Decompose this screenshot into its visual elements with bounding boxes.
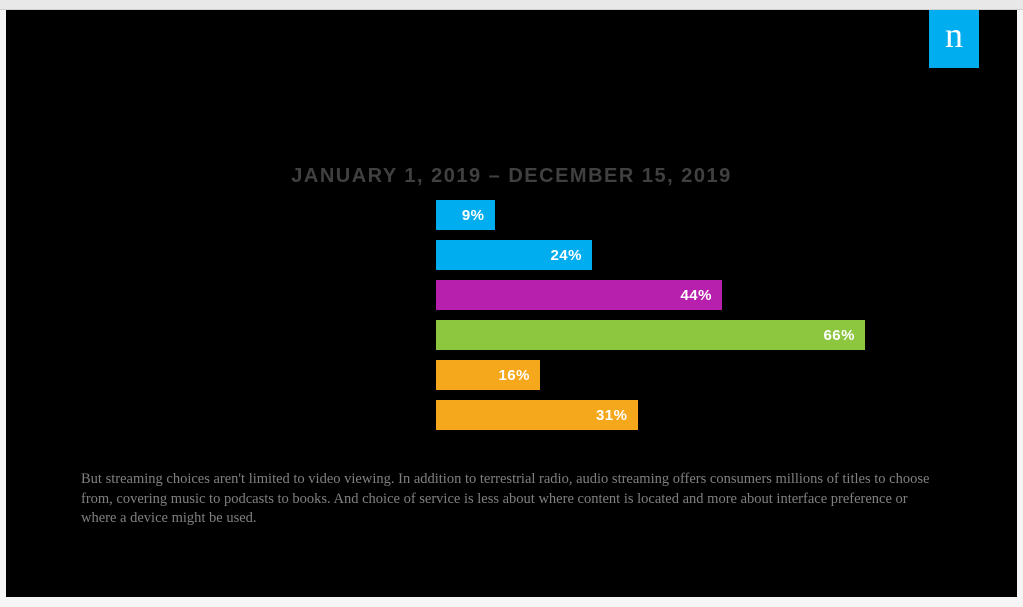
- bar-row: 9%: [436, 200, 917, 230]
- bar-row: 44%: [436, 280, 917, 310]
- bar-value-label: 31%: [596, 407, 628, 424]
- bar-row: 66%: [436, 320, 917, 350]
- brand-logo: n: [929, 10, 979, 68]
- bar: 31%: [436, 400, 638, 430]
- bar: 44%: [436, 280, 722, 310]
- bar-row: 16%: [436, 360, 917, 390]
- caption-text: But streaming choices aren't limited to …: [81, 470, 942, 529]
- bars-container: 9% 24% 44% 66% 16% 31%: [436, 200, 917, 440]
- chart-area: n JANUARY 1, 2019 – DECEMBER 15, 2019 9%…: [6, 10, 1017, 597]
- bar: 9%: [436, 200, 495, 230]
- top-bar: [0, 0, 1023, 10]
- bar-value-label: 66%: [823, 327, 855, 344]
- brand-logo-letter: n: [945, 15, 963, 55]
- bar-value-label: 24%: [550, 247, 582, 264]
- bar-value-label: 9%: [462, 207, 485, 224]
- chart-title: JANUARY 1, 2019 – DECEMBER 15, 2019: [6, 165, 1017, 188]
- bar-value-label: 16%: [498, 367, 530, 384]
- bar: 66%: [436, 320, 865, 350]
- bar: 16%: [436, 360, 540, 390]
- bar-value-label: 44%: [680, 287, 712, 304]
- bar-row: 24%: [436, 240, 917, 270]
- bar: 24%: [436, 240, 592, 270]
- bar-row: 31%: [436, 400, 917, 430]
